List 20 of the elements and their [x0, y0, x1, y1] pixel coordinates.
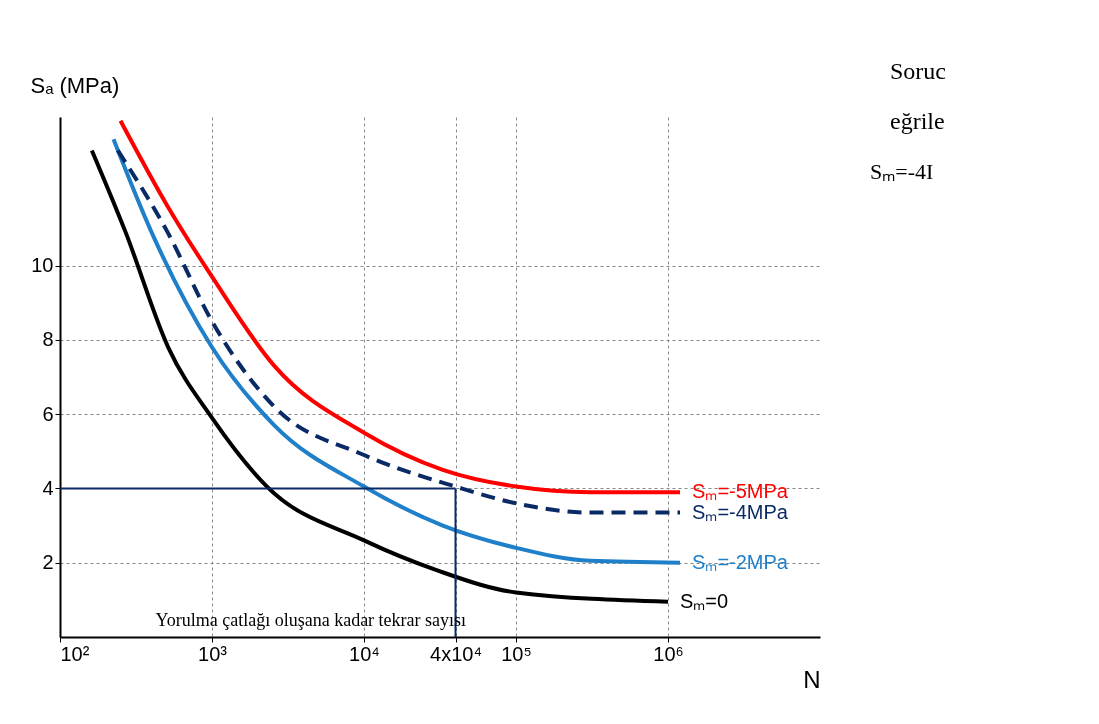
series-label: Sₘ=-2MPa — [692, 550, 789, 573]
series-label: Sₘ=-4MPa — [692, 500, 789, 523]
y-tick-label: 4 — [42, 476, 54, 499]
y-tick-label: 10 — [31, 254, 54, 277]
text: Soruc — [890, 58, 946, 84]
y-tick-label: 8 — [42, 328, 54, 351]
y-tick-label: 2 — [42, 551, 54, 574]
x-tick-label: 10⁴ — [349, 642, 380, 665]
text: eğrile — [890, 108, 945, 134]
series-label: Sₘ=-5MPa — [692, 480, 789, 503]
x-tick-label: 10² — [60, 642, 90, 665]
y-tick-label: 6 — [42, 402, 54, 425]
x-axis-title: N — [803, 665, 821, 693]
x-tick-label: 10⁵ — [501, 642, 532, 665]
x-tick-label: 4x10⁴ — [430, 642, 482, 665]
y-axis-title: Sₐ (MPa) — [30, 72, 120, 98]
text: Sₘ=-4I — [870, 159, 934, 184]
x-tick-label: 10⁶ — [653, 642, 684, 665]
x-tick-label: 10³ — [198, 642, 228, 665]
series-label: Sₘ=0 — [680, 589, 729, 612]
